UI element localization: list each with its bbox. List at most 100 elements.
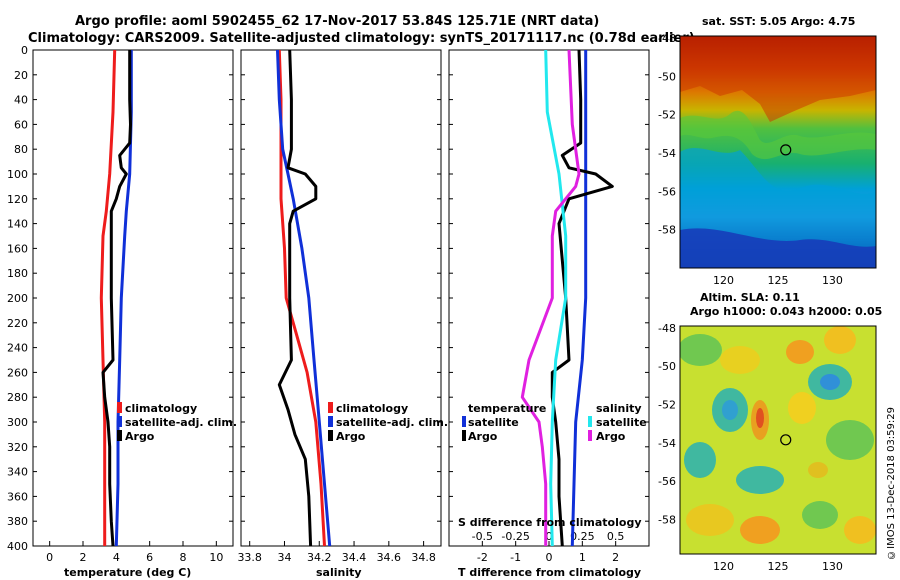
difference-top-xlabel: S difference from climatology (458, 516, 642, 529)
map-lat-tick-label: -50 (658, 70, 676, 83)
series-line-s-satellite (544, 49, 568, 547)
depth-tick-label: 220 (7, 317, 28, 330)
map-lat-tick-label: -58 (658, 224, 676, 237)
s-diff-tick-label: 0 (546, 530, 553, 543)
imos-credit: ©IMOS 13-Dec-2018 03:59:29 (886, 407, 897, 560)
series-line-s-argo (520, 49, 581, 546)
legend-s-argo-diff-label: Argo (596, 430, 626, 443)
legend-s-argo-label: Argo (336, 430, 366, 443)
legend-temperature-title: temperature (468, 402, 546, 415)
depth-tick-label: 180 (7, 267, 28, 280)
depth-tick-label: 320 (7, 441, 28, 454)
map-lon-tick-label: 130 (822, 560, 843, 573)
map-lon-tick-label: 125 (768, 560, 789, 573)
series-line-satellite-adj-clim- (276, 49, 332, 547)
x-tick-label: 0 (46, 551, 53, 564)
depth-tick-label: 400 (7, 540, 28, 553)
salinity-lines (276, 49, 332, 547)
x-tick-label: 8 (180, 551, 187, 564)
series-line-argo (277, 49, 318, 547)
series-line-t-satellite (570, 50, 588, 547)
x-tick-label: 2 (612, 551, 619, 564)
legend-argo-swatch (117, 430, 122, 441)
difference-lines (520, 49, 614, 547)
argo-position-marker (780, 144, 792, 156)
s-diff-tick-label: 0.25 (570, 530, 595, 543)
x-tick-label: 10 (209, 551, 223, 564)
map-lat-tick-label: -58 (658, 514, 676, 527)
x-tick-label: 1 (579, 551, 586, 564)
depth-tick-label: 0 (21, 44, 28, 57)
legend-s-argo-swatch (328, 430, 333, 441)
depth-tick-label: 160 (7, 242, 28, 255)
sst-map-title: sat. SST: 5.05 Argo: 4.75 (702, 15, 855, 28)
temperature-lines (99, 49, 133, 547)
argo-position-marker-sla (780, 434, 792, 446)
difference-xlabel: T difference from climatology (458, 566, 641, 579)
series-line-climatology (99, 49, 117, 546)
sst-map: sat. SST: 5.05 Argo: 4.75 (679, 15, 877, 269)
series-line-argo (101, 50, 132, 547)
map-lat-tick-label: -54 (658, 437, 676, 450)
legend-s-climatology-label: climatology (336, 402, 408, 415)
series-line-t-argo (550, 49, 614, 547)
salinity-ticks: 33.8 34 34.2 34.4 34.6 34.8 (237, 49, 441, 564)
map-lon-tick-label: 120 (713, 274, 734, 287)
depth-tick-label: 120 (7, 193, 28, 206)
legend-climatology-label: climatology (125, 402, 197, 415)
map-lat-tick-label: -52 (658, 399, 676, 412)
depth-tick-label: 40 (14, 94, 28, 107)
map-lat-tick-label: -54 (658, 147, 676, 160)
temperature-legend: climatology satellite-adj. clim. Argo (117, 402, 237, 443)
legend-s-sat-diff-swatch (588, 416, 592, 427)
x-tick-label: 34.6 (377, 551, 402, 564)
series-line-climatology (277, 49, 326, 547)
x-tick-label: 34.2 (307, 551, 332, 564)
map-lon-tick-label: 120 (713, 560, 734, 573)
sla-map: Altim. SLA: 0.11 Argo h1000: 0.043 h2000… (679, 291, 882, 555)
legend-salinity-title: salinity (596, 402, 642, 415)
legend-t-argo-label: Argo (468, 430, 498, 443)
sla-map-title: Altim. SLA: 0.11 (700, 291, 800, 304)
difference-panel: -2 -1 0 1 2 -0.5 -0.25 0 0.25 0.5 temperature sat… (448, 49, 650, 579)
depth-tick-label: 380 (7, 515, 28, 528)
x-tick-label: 2 (80, 551, 87, 564)
temperature-ticks: 0 2 4 6 8 10 (33, 49, 233, 564)
difference-legend: temperature satellite Argo salinity sate… (462, 402, 647, 443)
legend-satellite-swatch (117, 416, 122, 427)
x-tick-label: 34.4 (342, 551, 367, 564)
depth-tick-label: 200 (7, 292, 28, 305)
salinity-axes-frame (240, 49, 442, 547)
salinity-xlabel: salinity (316, 566, 362, 579)
depth-tick-label: 100 (7, 168, 28, 181)
temperature-xlabel: temperature (deg C) (64, 566, 191, 579)
map-lat-tick-label: -48 (658, 322, 676, 335)
legend-climatology-swatch (117, 402, 122, 413)
x-tick-label: 6 (146, 551, 153, 564)
legend-s-argo-diff-swatch (588, 430, 592, 441)
s-diff-tick-label: 0.5 (607, 530, 625, 543)
map-lat-tick-label: -52 (658, 109, 676, 122)
depth-tick-label: 60 (14, 118, 28, 131)
sla-map-subtitle: Argo h1000: 0.043 h2000: 0.05 (690, 305, 882, 318)
difference-ticks: -2 -1 0 1 2 -0.5 -0.25 0 0.25 0.5 (449, 49, 649, 564)
map-lat-tick-label: -56 (658, 185, 676, 198)
legend-satellite-label: satellite-adj. clim. (125, 416, 237, 429)
sst-map-image (680, 36, 876, 268)
depth-tick-label: 340 (7, 466, 28, 479)
map-tick-labels: -48 -48 -50 -50 -52 -52 -54 -54 -56 -56 -58 -58 120 1… (658, 32, 843, 573)
title-line-1: Argo profile: aoml 5902455_62 17-Nov-201… (75, 14, 599, 29)
temperature-axes-frame (32, 49, 234, 547)
map-lon-tick-label: 130 (822, 274, 843, 287)
legend-t-argo-swatch (462, 430, 466, 441)
depth-tick-label: 360 (7, 490, 28, 503)
salinity-panel: 33.8 34 34.2 34.4 34.6 34.8 climatology satel… (237, 49, 448, 579)
sla-map-image (680, 326, 876, 554)
depth-tick-label: 280 (7, 391, 28, 404)
salinity-legend: climatology satellite-adj. clim. Argo (328, 402, 448, 443)
depth-tick-label: 300 (7, 416, 28, 429)
legend-s-sat-diff-label: satellite (596, 416, 647, 429)
depth-tick-labels: 0 20 40 60 80 100 120 140 160 180 200 220 240 260 280 3… (7, 44, 28, 553)
s-diff-tick-label: -0.5 (472, 530, 493, 543)
